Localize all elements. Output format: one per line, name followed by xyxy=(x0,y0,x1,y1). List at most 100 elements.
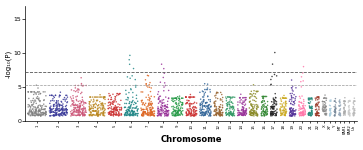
Point xyxy=(54,114,60,116)
Point xyxy=(117,109,123,111)
Point xyxy=(89,114,95,117)
Point xyxy=(291,100,297,103)
Point xyxy=(271,108,277,110)
Point xyxy=(347,100,352,102)
Point xyxy=(194,112,200,115)
Point xyxy=(249,108,254,111)
Point xyxy=(88,107,94,110)
Point xyxy=(133,112,139,115)
Point xyxy=(350,113,356,115)
Point xyxy=(36,113,42,115)
Point xyxy=(300,111,306,114)
Point xyxy=(200,101,206,103)
Point xyxy=(134,94,139,96)
Point xyxy=(97,100,103,103)
Point xyxy=(114,106,119,109)
Point xyxy=(190,110,196,112)
Point xyxy=(171,111,176,113)
Point xyxy=(351,115,356,117)
Point xyxy=(323,112,329,115)
Point xyxy=(306,113,311,115)
Point xyxy=(129,103,134,106)
Point xyxy=(147,107,152,109)
Point xyxy=(205,95,211,97)
Point xyxy=(261,95,267,98)
Point xyxy=(264,108,270,111)
Point xyxy=(242,101,248,103)
Point xyxy=(101,111,106,114)
Point xyxy=(322,94,328,96)
Point xyxy=(254,97,260,99)
Point xyxy=(278,108,284,111)
Point xyxy=(327,112,333,115)
Point xyxy=(205,110,211,113)
Point xyxy=(240,106,246,109)
Point xyxy=(342,100,348,103)
Point xyxy=(187,106,193,108)
Point xyxy=(58,109,64,111)
Point xyxy=(231,110,237,112)
Point xyxy=(175,96,180,98)
Point xyxy=(127,111,133,113)
Point xyxy=(75,88,81,90)
Point xyxy=(227,96,233,98)
Point xyxy=(217,112,223,115)
Point xyxy=(307,107,313,109)
Point xyxy=(203,88,209,91)
Point xyxy=(122,114,128,116)
Point xyxy=(147,112,153,114)
Point xyxy=(163,110,168,112)
Point xyxy=(241,107,247,109)
Point xyxy=(53,112,59,115)
Point xyxy=(139,103,145,106)
Point xyxy=(82,107,88,110)
Point xyxy=(139,99,144,102)
Point xyxy=(32,108,38,110)
Point xyxy=(204,109,210,111)
Point xyxy=(29,105,35,107)
Point xyxy=(176,97,182,99)
Point xyxy=(237,96,242,99)
Point xyxy=(224,102,229,105)
Point xyxy=(282,114,288,116)
Point xyxy=(63,108,69,110)
Point xyxy=(110,111,116,113)
Point xyxy=(134,109,140,112)
Point xyxy=(328,113,334,115)
Point xyxy=(315,112,321,114)
Point xyxy=(351,112,357,115)
Point xyxy=(205,83,211,85)
Point xyxy=(126,113,132,116)
Point xyxy=(141,114,147,116)
Point xyxy=(268,83,274,86)
Point xyxy=(162,105,168,107)
Point xyxy=(183,96,189,98)
Point xyxy=(57,104,63,107)
Point xyxy=(341,107,347,109)
Point xyxy=(89,107,95,109)
Point xyxy=(287,92,293,95)
Point xyxy=(322,107,327,109)
Point xyxy=(289,92,295,94)
Point xyxy=(28,114,34,117)
Point xyxy=(133,107,139,109)
Point xyxy=(240,109,246,111)
Point xyxy=(123,93,129,95)
Point xyxy=(172,97,178,99)
Point xyxy=(42,91,48,93)
Point xyxy=(262,102,268,105)
Point xyxy=(175,109,181,111)
Point xyxy=(316,112,322,114)
Point xyxy=(337,112,343,115)
Point xyxy=(143,102,148,105)
Point xyxy=(43,113,49,116)
Point xyxy=(72,114,78,116)
Point xyxy=(91,110,97,112)
Point xyxy=(269,111,275,113)
Point xyxy=(313,114,319,117)
Point xyxy=(98,105,104,107)
Point xyxy=(98,102,104,105)
Point xyxy=(164,110,170,113)
Point xyxy=(128,105,134,108)
Point xyxy=(254,112,260,115)
